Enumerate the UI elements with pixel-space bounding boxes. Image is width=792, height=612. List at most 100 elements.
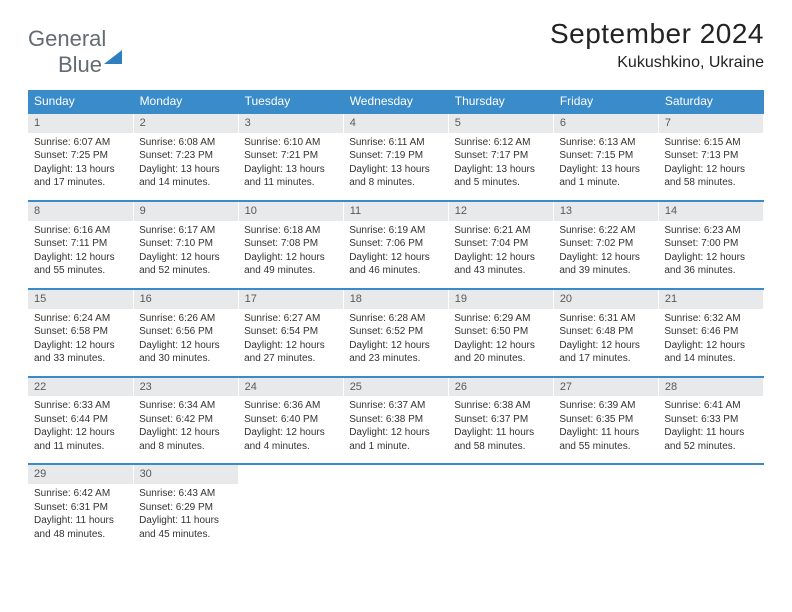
sunset-line: Sunset: 7:00 PM [664, 237, 757, 251]
day-number-cell: 17 [238, 289, 343, 309]
sunrise-line: Sunrise: 6:08 AM [139, 136, 232, 150]
daylight-line: Daylight: 12 hours and 55 minutes. [34, 251, 127, 278]
sunset-line: Sunset: 7:19 PM [349, 149, 442, 163]
day-details-cell: Sunrise: 6:19 AMSunset: 7:06 PMDaylight:… [343, 221, 448, 289]
day-details-cell: Sunrise: 6:41 AMSunset: 6:33 PMDaylight:… [658, 396, 763, 464]
sunset-line: Sunset: 6:33 PM [664, 413, 757, 427]
sunrise-line: Sunrise: 6:28 AM [349, 312, 442, 326]
week-details-row: Sunrise: 6:42 AMSunset: 6:31 PMDaylight:… [28, 484, 764, 551]
week-daynum-row: 15161718192021 [28, 289, 764, 309]
dayhead-sat: Saturday [658, 90, 763, 113]
location-text: Kukushkino, Ukraine [550, 54, 764, 72]
sunrise-line: Sunrise: 6:21 AM [454, 224, 547, 238]
sunset-line: Sunset: 6:44 PM [34, 413, 127, 427]
day-details-cell: Sunrise: 6:27 AMSunset: 6:54 PMDaylight:… [238, 309, 343, 377]
day-number-cell: 28 [658, 377, 763, 397]
sunset-line: Sunset: 6:29 PM [139, 501, 232, 515]
day-details-cell: Sunrise: 6:31 AMSunset: 6:48 PMDaylight:… [553, 309, 658, 377]
day-details-cell: Sunrise: 6:38 AMSunset: 6:37 PMDaylight:… [448, 396, 553, 464]
daylight-line: Daylight: 13 hours and 14 minutes. [139, 163, 232, 190]
sunset-line: Sunset: 6:37 PM [454, 413, 547, 427]
daylight-line: Daylight: 12 hours and 39 minutes. [559, 251, 652, 278]
sunset-line: Sunset: 6:40 PM [244, 413, 337, 427]
day-details-cell: Sunrise: 6:12 AMSunset: 7:17 PMDaylight:… [448, 133, 553, 201]
sunrise-line: Sunrise: 6:32 AM [664, 312, 757, 326]
sunrise-line: Sunrise: 6:34 AM [139, 399, 232, 413]
dayhead-sun: Sunday [28, 90, 133, 113]
day-number-cell: 24 [238, 377, 343, 397]
sunrise-line: Sunrise: 6:31 AM [559, 312, 652, 326]
sunrise-line: Sunrise: 6:27 AM [244, 312, 337, 326]
sunrise-line: Sunrise: 6:24 AM [34, 312, 127, 326]
week-details-row: Sunrise: 6:16 AMSunset: 7:11 PMDaylight:… [28, 221, 764, 289]
daylight-line: Daylight: 12 hours and 14 minutes. [664, 339, 757, 366]
day-details-cell: Sunrise: 6:18 AMSunset: 7:08 PMDaylight:… [238, 221, 343, 289]
day-details-cell: Sunrise: 6:10 AMSunset: 7:21 PMDaylight:… [238, 133, 343, 201]
dayhead-tue: Tuesday [238, 90, 343, 113]
daylight-line: Daylight: 12 hours and 46 minutes. [349, 251, 442, 278]
day-details-cell: Sunrise: 6:33 AMSunset: 6:44 PMDaylight:… [28, 396, 133, 464]
week-details-row: Sunrise: 6:33 AMSunset: 6:44 PMDaylight:… [28, 396, 764, 464]
sunrise-line: Sunrise: 6:37 AM [349, 399, 442, 413]
header: General Blue September 2024 Kukushkino, … [28, 18, 764, 78]
sunrise-line: Sunrise: 6:43 AM [139, 487, 232, 501]
day-number-cell: 18 [343, 289, 448, 309]
sunrise-line: Sunrise: 6:36 AM [244, 399, 337, 413]
sunset-line: Sunset: 6:48 PM [559, 325, 652, 339]
day-details-cell: Sunrise: 6:24 AMSunset: 6:58 PMDaylight:… [28, 309, 133, 377]
sunset-line: Sunset: 7:13 PM [664, 149, 757, 163]
logo-sail-icon [104, 33, 122, 64]
day-details-cell: Sunrise: 6:37 AMSunset: 6:38 PMDaylight:… [343, 396, 448, 464]
sunset-line: Sunset: 7:17 PM [454, 149, 547, 163]
daylight-line: Daylight: 13 hours and 8 minutes. [349, 163, 442, 190]
sunset-line: Sunset: 7:04 PM [454, 237, 547, 251]
daylight-line: Daylight: 12 hours and 30 minutes. [139, 339, 232, 366]
daylight-line: Daylight: 13 hours and 11 minutes. [244, 163, 337, 190]
day-details-cell [238, 484, 343, 551]
day-number-cell: 19 [448, 289, 553, 309]
day-number-cell: 13 [553, 201, 658, 221]
sunset-line: Sunset: 6:42 PM [139, 413, 232, 427]
day-details-cell: Sunrise: 6:22 AMSunset: 7:02 PMDaylight:… [553, 221, 658, 289]
day-number-cell: 7 [658, 113, 763, 133]
daylight-line: Daylight: 12 hours and 27 minutes. [244, 339, 337, 366]
sunset-line: Sunset: 6:54 PM [244, 325, 337, 339]
sunset-line: Sunset: 7:10 PM [139, 237, 232, 251]
day-number-cell: 5 [448, 113, 553, 133]
daylight-line: Daylight: 13 hours and 5 minutes. [454, 163, 547, 190]
day-details-cell: Sunrise: 6:29 AMSunset: 6:50 PMDaylight:… [448, 309, 553, 377]
daylight-line: Daylight: 12 hours and 36 minutes. [664, 251, 757, 278]
day-number-cell [553, 464, 658, 484]
day-number-cell: 15 [28, 289, 133, 309]
day-details-cell: Sunrise: 6:26 AMSunset: 6:56 PMDaylight:… [133, 309, 238, 377]
sunrise-line: Sunrise: 6:12 AM [454, 136, 547, 150]
day-details-cell: Sunrise: 6:15 AMSunset: 7:13 PMDaylight:… [658, 133, 763, 201]
week-daynum-row: 2930 [28, 464, 764, 484]
daylight-line: Daylight: 12 hours and 52 minutes. [139, 251, 232, 278]
sunset-line: Sunset: 7:08 PM [244, 237, 337, 251]
calendar-table: Sunday Monday Tuesday Wednesday Thursday… [28, 90, 764, 551]
daylight-line: Daylight: 13 hours and 17 minutes. [34, 163, 127, 190]
sunset-line: Sunset: 6:38 PM [349, 413, 442, 427]
day-number-cell [238, 464, 343, 484]
day-number-cell: 4 [343, 113, 448, 133]
sunrise-line: Sunrise: 6:38 AM [454, 399, 547, 413]
sunset-line: Sunset: 7:21 PM [244, 149, 337, 163]
day-details-cell: Sunrise: 6:07 AMSunset: 7:25 PMDaylight:… [28, 133, 133, 201]
daylight-line: Daylight: 12 hours and 1 minute. [349, 426, 442, 453]
sunrise-line: Sunrise: 6:07 AM [34, 136, 127, 150]
day-details-cell: Sunrise: 6:08 AMSunset: 7:23 PMDaylight:… [133, 133, 238, 201]
day-details-cell: Sunrise: 6:39 AMSunset: 6:35 PMDaylight:… [553, 396, 658, 464]
day-number-cell: 12 [448, 201, 553, 221]
day-number-cell: 1 [28, 113, 133, 133]
sunset-line: Sunset: 7:06 PM [349, 237, 442, 251]
logo-text-general: General [28, 26, 106, 51]
sunrise-line: Sunrise: 6:15 AM [664, 136, 757, 150]
day-number-cell [658, 464, 763, 484]
sunset-line: Sunset: 6:56 PM [139, 325, 232, 339]
sunrise-line: Sunrise: 6:41 AM [664, 399, 757, 413]
daylight-line: Daylight: 11 hours and 48 minutes. [34, 514, 127, 541]
daylight-line: Daylight: 12 hours and 20 minutes. [454, 339, 547, 366]
sunset-line: Sunset: 6:58 PM [34, 325, 127, 339]
day-number-cell: 26 [448, 377, 553, 397]
